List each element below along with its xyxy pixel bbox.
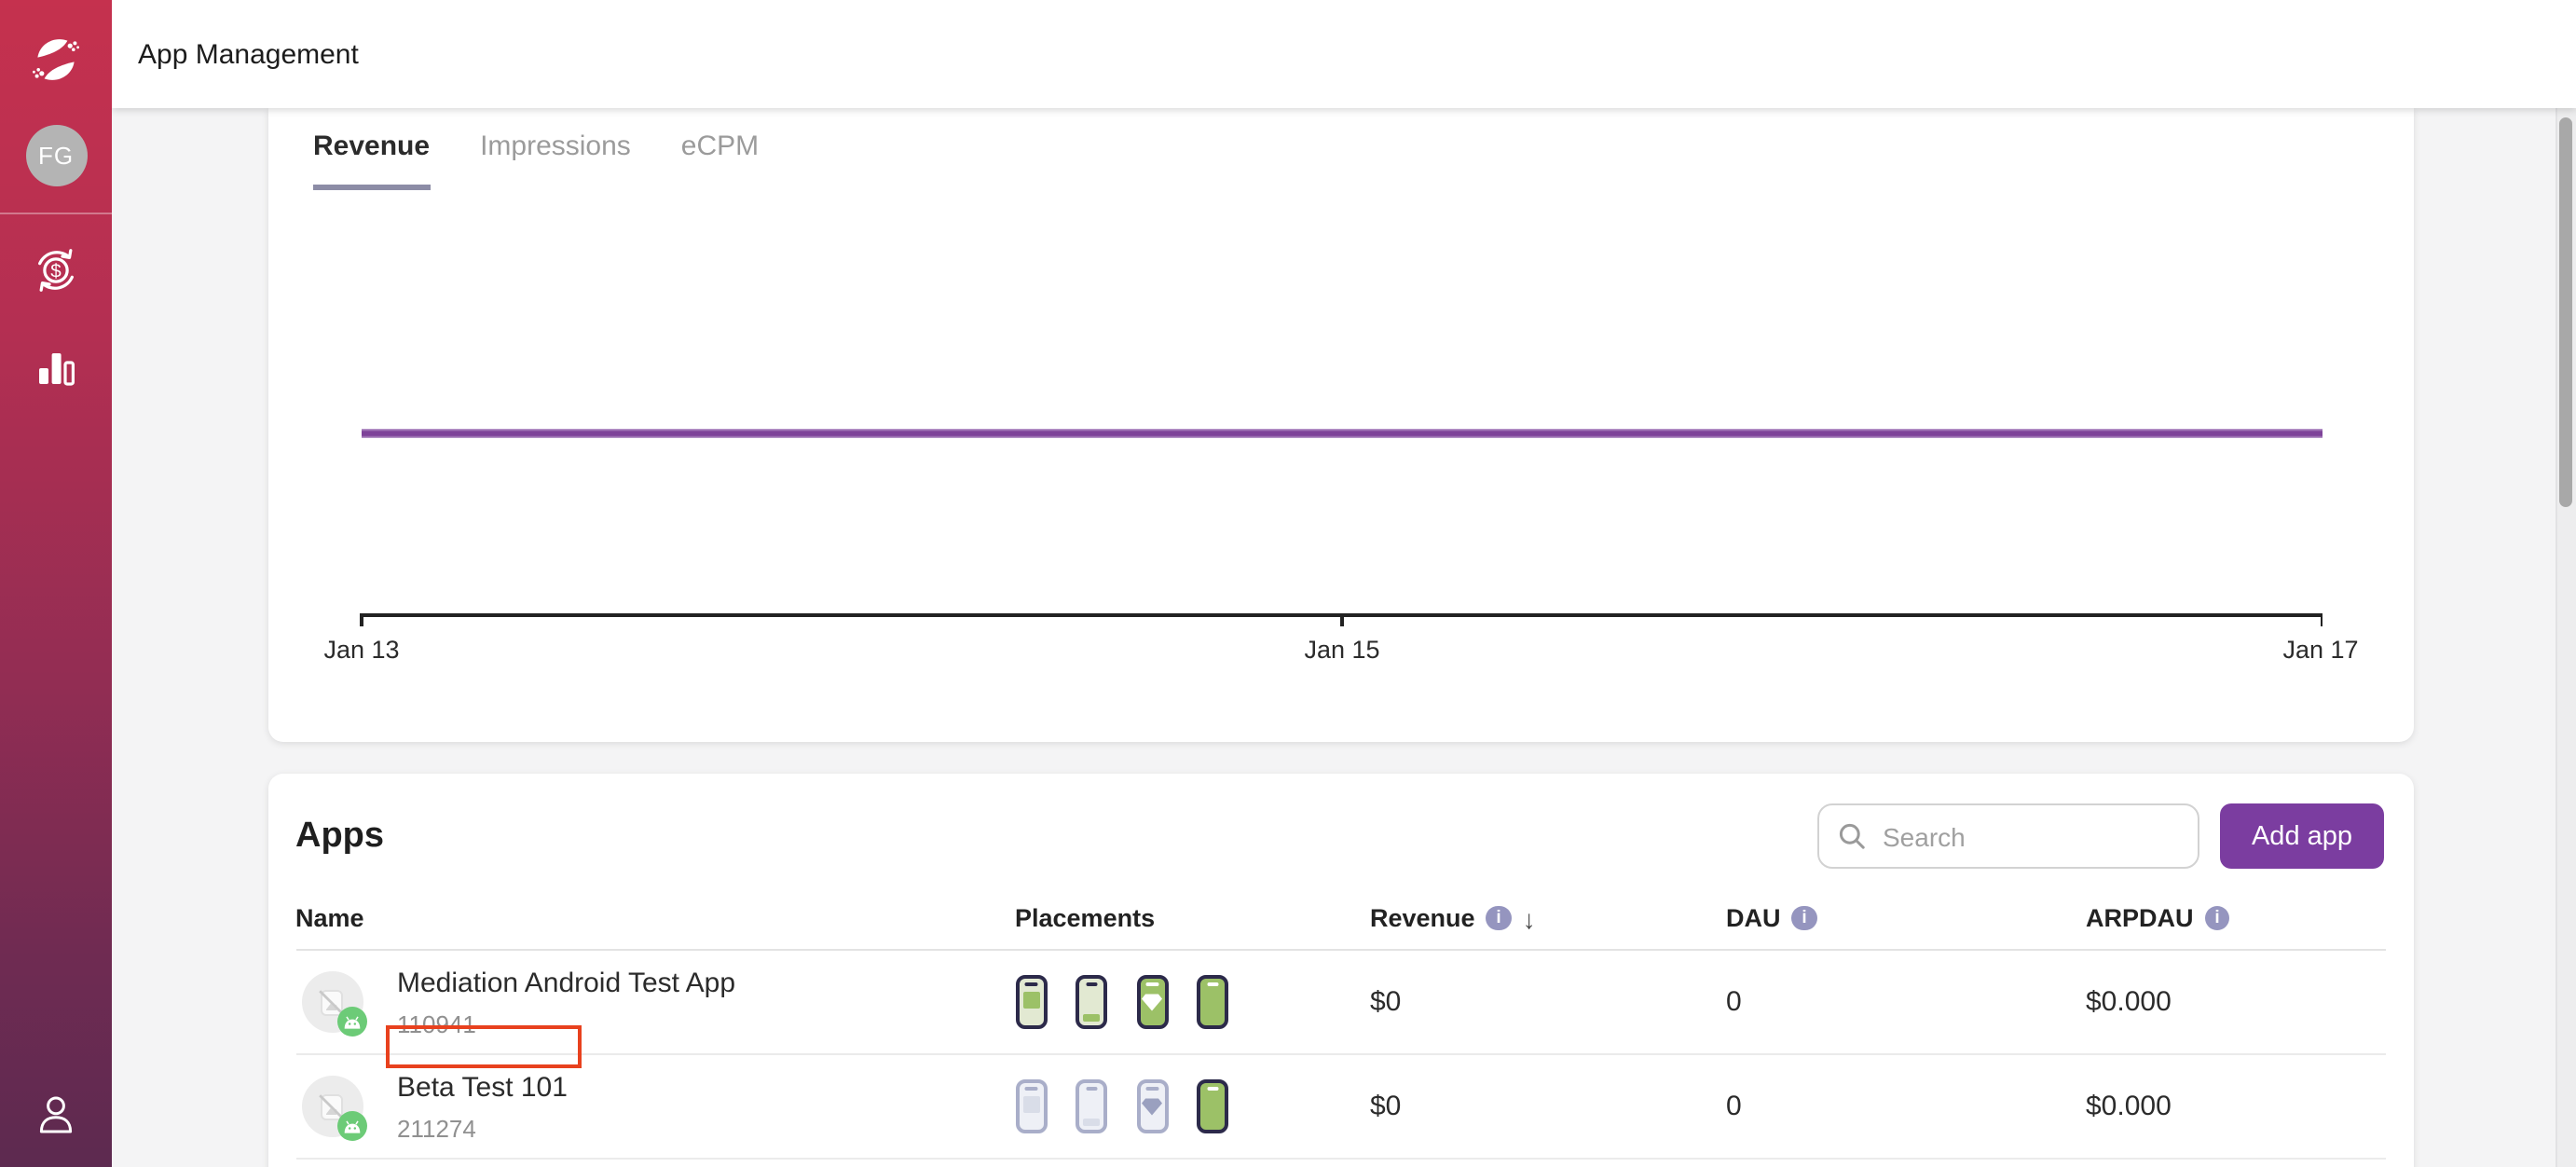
account-person-icon[interactable] [0,1074,112,1156]
performance-chart-card: Revenue Impressions eCPM Jan 13 Jan 15 J… [267,108,2414,742]
tab-ecpm[interactable]: eCPM [680,130,760,162]
dau-info-icon[interactable]: i [1791,905,1817,931]
column-header-arpdau[interactable]: ARPDAU i [2086,904,2386,932]
search-field [1817,803,2199,869]
sidebar-divider [0,213,112,214]
metric-tabs: Revenue Impressions eCPM [267,108,2414,190]
placement-rewarded-icon[interactable] [1136,975,1168,1029]
placement-interstitial-icon[interactable] [1015,1079,1047,1133]
x-tick [360,613,363,626]
placement-rewarded-icon[interactable] [1136,1079,1168,1133]
scrollbar-thumb[interactable] [2559,117,2572,507]
app-icon-placeholder [301,971,366,1037]
sort-descending-icon[interactable]: ↓ [1522,903,1536,933]
dau-value: 0 [1726,986,1742,1018]
dau-value: 0 [1726,1091,1742,1122]
table-row-app-2[interactable]: Beta Test 101 211274 $0 0 [295,1055,2386,1160]
placement-interstitial-icon[interactable] [1015,975,1047,1029]
top-header: App Management [112,0,2576,108]
arpdau-info-icon[interactable]: i [2204,905,2230,931]
column-header-dau-label: DAU [1726,904,1781,932]
apps-section-title: Apps [295,816,384,855]
x-tick [1340,613,1343,626]
chart-series-line [361,429,2322,438]
revenue-value: $0 [1370,986,1402,1018]
x-tick-label: Jan 17 [2282,636,2359,664]
search-input[interactable] [1817,803,2199,869]
tab-impressions[interactable]: Impressions [480,130,631,162]
android-platform-badge [336,1007,366,1037]
svg-text:$: $ [50,260,62,281]
revenue-info-icon[interactable]: i [1486,905,1512,931]
table-row-app-1[interactable]: Mediation Android Test App 110941 $0 [295,951,2386,1068]
placement-offerwall-icon[interactable] [1197,975,1228,1029]
revenue-value: $0 [1370,1091,1402,1122]
x-tick-label: Jan 15 [1304,636,1380,664]
placement-banner-icon[interactable] [1076,975,1107,1029]
apps-card: Apps Add app Name Pl [267,774,2414,1167]
column-header-arpdau-label: ARPDAU [2086,904,2194,932]
page-title: App Management [138,38,359,70]
column-header-name[interactable]: Name [295,904,364,932]
monetization-nav-icon[interactable]: $ [0,229,112,311]
user-avatar[interactable]: FG [25,125,87,186]
sidebar: FG $ [0,0,112,1167]
table-header-row: Name Placements Revenue i ↓ DAU i ARPDAU… [295,887,2386,951]
add-app-button[interactable]: Add app [2220,803,2384,869]
column-header-placements[interactable]: Placements [1015,904,1156,932]
app-name-link[interactable]: Mediation Android Test App [397,967,736,998]
tab-revenue[interactable]: Revenue [313,130,430,190]
main-content: Revenue Impressions eCPM Jan 13 Jan 15 J… [112,108,2576,1167]
app-id: 110941 [397,1009,476,1037]
revenue-line-chart: Jan 13 Jan 15 Jan 17 [267,185,2414,725]
android-platform-badge [336,1111,366,1141]
app-icon-placeholder [301,1076,366,1141]
apps-table: Name Placements Revenue i ↓ DAU i ARPDAU… [267,887,2414,1160]
app-id: 211274 [397,1114,476,1142]
chart-x-axis [360,613,2323,626]
x-tick [2320,613,2323,626]
app-name-link[interactable]: Beta Test 101 [397,1071,568,1103]
placement-offerwall-icon[interactable] [1197,1079,1228,1133]
arpdau-value: $0.000 [2086,1091,2172,1122]
scrollbar-track[interactable] [2555,108,2576,1167]
platform-logo-icon[interactable] [22,26,89,93]
placement-icons [1015,975,1370,1029]
column-header-revenue[interactable]: Revenue i ↓ [1370,903,1726,933]
placement-banner-icon[interactable] [1076,1079,1107,1133]
column-header-dau[interactable]: DAU i [1726,904,2086,932]
placement-icons [1015,1079,1370,1133]
search-icon [1838,822,1866,859]
x-tick-label: Jan 13 [323,636,400,664]
arpdau-value: $0.000 [2086,986,2172,1018]
column-header-revenue-label: Revenue [1370,904,1475,932]
reports-nav-icon[interactable] [0,326,112,408]
